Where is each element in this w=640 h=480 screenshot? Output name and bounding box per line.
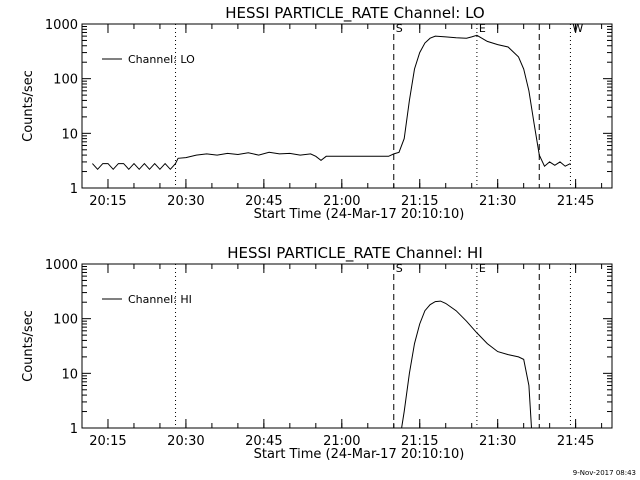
panel-lo: HESSI PARTICLE_RATE Channel: LO 1 10 100 100…	[21, 4, 613, 222]
panel-hi: HESSI PARTICLE_RATE Channel: HI 1 10 100 100…	[21, 244, 613, 462]
time-marker-label: E	[479, 22, 486, 35]
y-tick-label: 10	[61, 367, 78, 382]
x-tick-label: 20:45	[245, 434, 282, 449]
x-tick-label: 20:15	[89, 434, 126, 449]
legend-entry: Channel: LO	[128, 53, 195, 66]
x-tick-label: 21:00	[323, 194, 360, 209]
x-tick-label: 20:30	[167, 434, 204, 449]
x-tick-label: 21:30	[479, 194, 516, 209]
x-tick-label: 20:15	[89, 194, 126, 209]
x-axis-label: Start Time (24-Mar-17 20:10:10)	[254, 447, 465, 462]
time-marker-label: E	[479, 262, 486, 275]
y-axis-label: Counts/sec	[21, 70, 36, 142]
x-tick-label: 21:00	[323, 434, 360, 449]
time-marker-label: S	[396, 22, 403, 35]
x-tick-label: 21:15	[401, 434, 438, 449]
x-tick-label: 21:45	[557, 194, 594, 209]
plot-frame	[81, 263, 613, 429]
y-tick-label: 100	[53, 313, 78, 328]
x-tick-label: 21:15	[401, 194, 438, 209]
chart-title: HESSI PARTICLE_RATE Channel: LO	[225, 4, 484, 23]
y-tick-label: 1000	[45, 258, 78, 273]
time-marker-label: W	[572, 22, 583, 35]
y-tick-label: 1	[70, 422, 78, 437]
series-line	[401, 300, 532, 429]
footer-timestamp: 9-Nov-2017 08:43	[573, 469, 636, 477]
legend-entry: Channel: HI	[128, 293, 192, 306]
y-tick-label: 1	[70, 182, 78, 197]
plot-frame	[81, 23, 613, 189]
y-tick-label: 10	[61, 127, 78, 142]
y-tick-label: 1000	[45, 18, 78, 33]
x-axis-label: Start Time (24-Mar-17 20:10:10)	[254, 207, 465, 222]
x-tick-label: 20:45	[245, 194, 282, 209]
time-marker-label: S	[396, 262, 403, 275]
y-axis-label: Counts/sec	[21, 310, 36, 382]
x-tick-label: 21:45	[557, 434, 594, 449]
series-line	[92, 34, 571, 171]
x-tick-label: 21:30	[479, 434, 516, 449]
x-tick-label: 20:30	[167, 194, 204, 209]
y-tick-label: 100	[53, 73, 78, 88]
chart-title: HESSI PARTICLE_RATE Channel: HI	[227, 244, 483, 263]
